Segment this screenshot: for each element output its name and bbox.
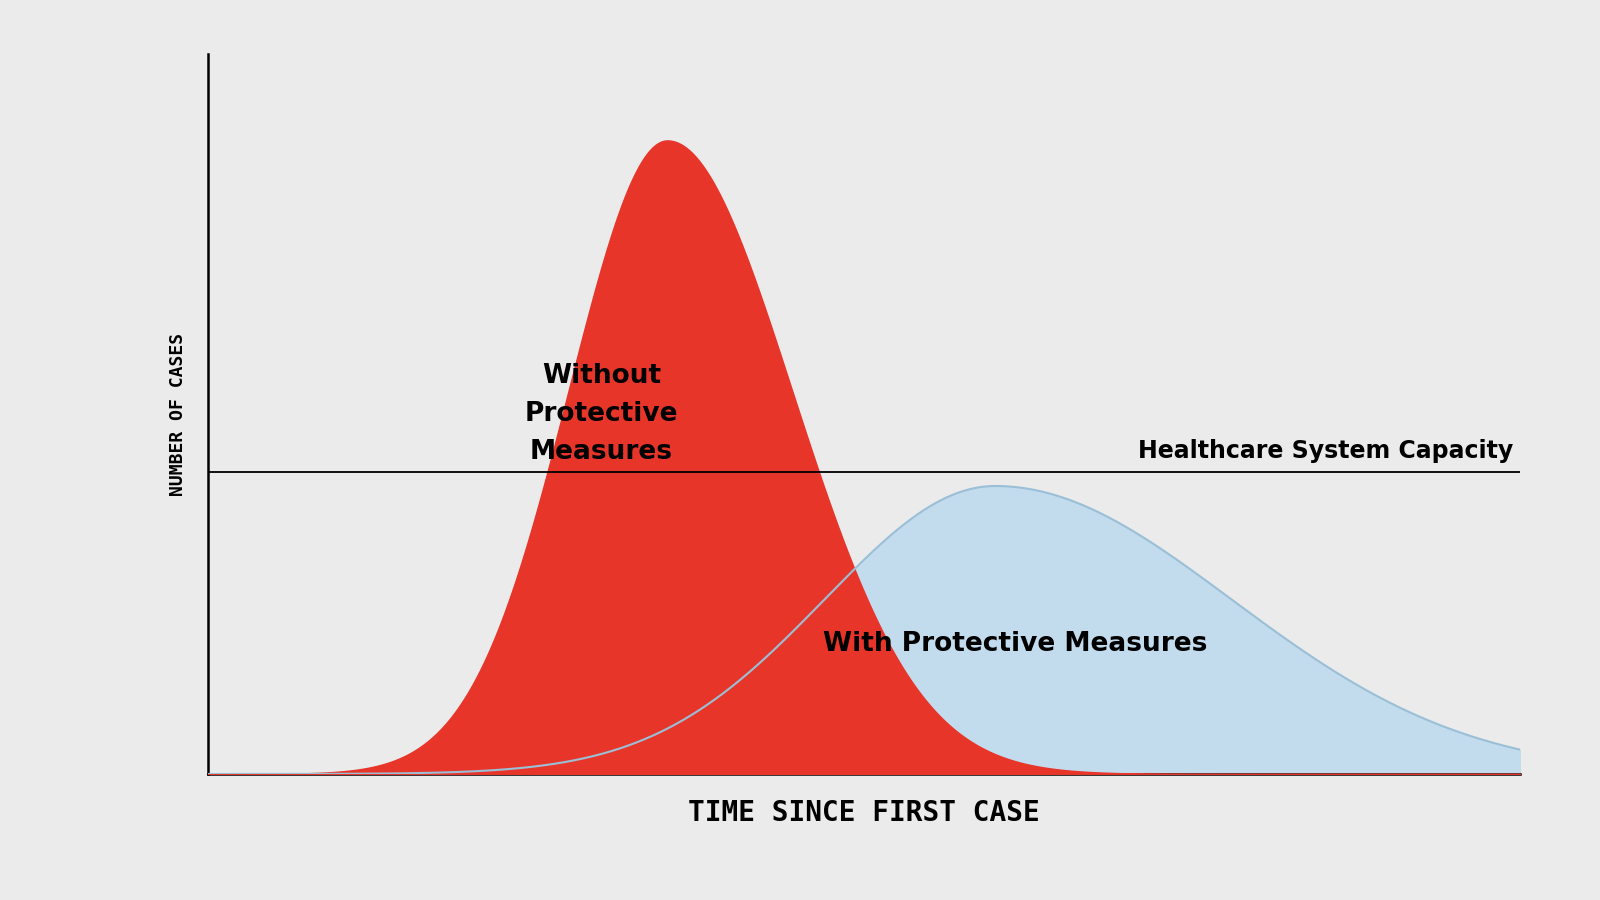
X-axis label: TIME SINCE FIRST CASE: TIME SINCE FIRST CASE bbox=[688, 799, 1040, 827]
Y-axis label: NUMBER OF CASES: NUMBER OF CASES bbox=[170, 332, 187, 496]
Text: With Protective Measures: With Protective Measures bbox=[822, 632, 1206, 657]
Text: Healthcare System Capacity: Healthcare System Capacity bbox=[1138, 439, 1514, 463]
Text: Without
Protective
Measures: Without Protective Measures bbox=[525, 363, 678, 465]
